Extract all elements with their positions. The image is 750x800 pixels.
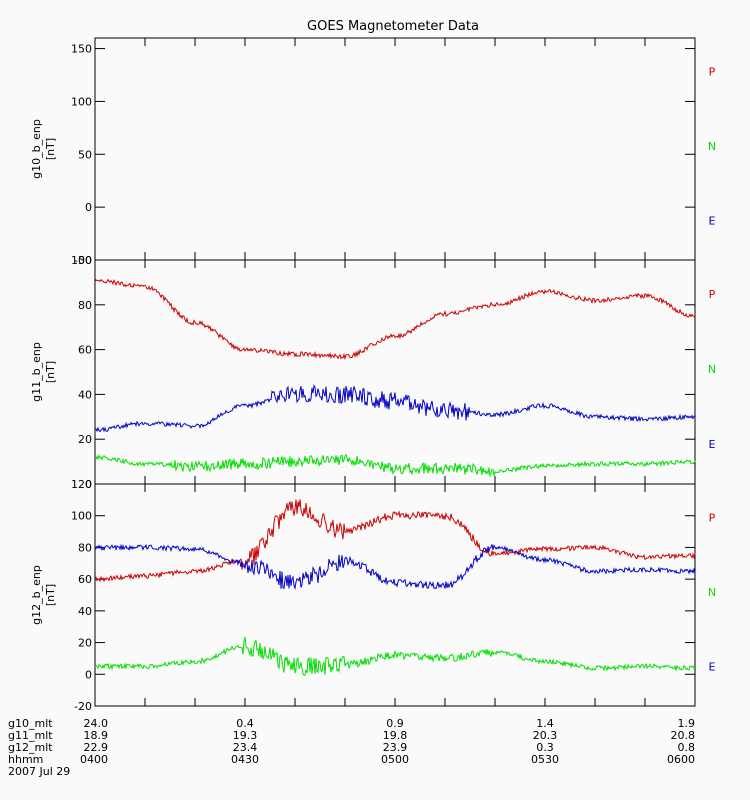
series-line-P [94,278,696,361]
y-tick-label: 0 [85,201,92,214]
bottom-value: 0400 [80,753,108,766]
y-tick-label: 60 [78,344,92,357]
row-label-g11: g11_mlt [8,729,53,742]
y-tick-label: 60 [78,573,92,586]
bottom-value: 19.3 [233,729,258,742]
bottom-value: 23.9 [383,741,408,754]
y-tick-label: 100 [71,510,92,523]
y-tick-label: 20 [78,433,92,446]
legend-P: P [709,288,716,301]
bottom-value: 19.8 [383,729,408,742]
panel-frame [94,259,696,485]
bottom-value: 0.8 [678,741,696,754]
y-tick-label: 40 [78,388,92,401]
legend-P: P [709,512,716,525]
bottom-value: 20.8 [671,729,696,742]
y-tick-label: 150 [71,43,92,56]
y-tick-label: 0 [85,478,92,491]
date-label: 2007 Jul 29 [8,765,71,778]
series-line-N [94,636,696,676]
y-tick-label: 120 [71,478,92,491]
panel-frame [94,483,696,707]
y-tick-label: -20 [74,700,92,713]
bottom-value: 0430 [231,753,259,766]
bottom-value: 0.4 [236,717,254,730]
y-tick-label: 50 [78,148,92,161]
bottom-value: 0.9 [386,717,404,730]
row-label-g10: g10_mlt [8,717,53,730]
y-tick-label: 80 [78,299,92,312]
y-axis-label: g12_b_enp [30,565,43,625]
panel-frame [94,37,696,261]
y-axis-unit: [nT] [44,361,57,383]
legend-E: E [709,214,716,227]
series-line-E [94,543,696,591]
y-tick-label: 100 [71,95,92,108]
y-tick-label: 40 [78,605,92,618]
bottom-value: 1.4 [536,717,554,730]
legend-N: N [708,363,716,376]
bottom-value: 0530 [531,753,559,766]
legend-P: P [709,66,716,79]
y-tick-label: 0 [85,668,92,681]
bottom-value: 20.3 [533,729,558,742]
y-tick-label: 20 [78,637,92,650]
series-line-P [94,499,696,583]
bottom-value: 18.9 [84,729,109,742]
row-label-hhmm: hhmm [8,753,44,766]
series-line-N [94,453,696,478]
bottom-value: 0500 [381,753,409,766]
y-axis-unit: [nT] [44,584,57,606]
bottom-value: 24.0 [84,717,109,730]
bottom-value: 1.9 [678,717,696,730]
bottom-value: 22.9 [84,741,109,754]
legend-E: E [709,660,716,673]
legend-E: E [709,438,716,451]
y-tick-label: -50 [74,254,92,267]
y-tick-label: 80 [78,541,92,554]
y-tick-label: 100 [71,254,92,267]
legend-N: N [708,586,716,599]
row-label-g12: g12_mlt [8,741,53,754]
y-axis-label: g11_b_enp [30,342,43,402]
bottom-value: 0.3 [536,741,554,754]
bottom-value: 0600 [667,753,695,766]
y-axis-unit: [nT] [44,138,57,160]
y-axis-label: g10_b_enp [30,119,43,179]
series-line-E [94,384,696,433]
legend-N: N [708,140,716,153]
chart-title: GOES Magnetometer Data [307,19,479,34]
bottom-value: 23.4 [233,741,258,754]
